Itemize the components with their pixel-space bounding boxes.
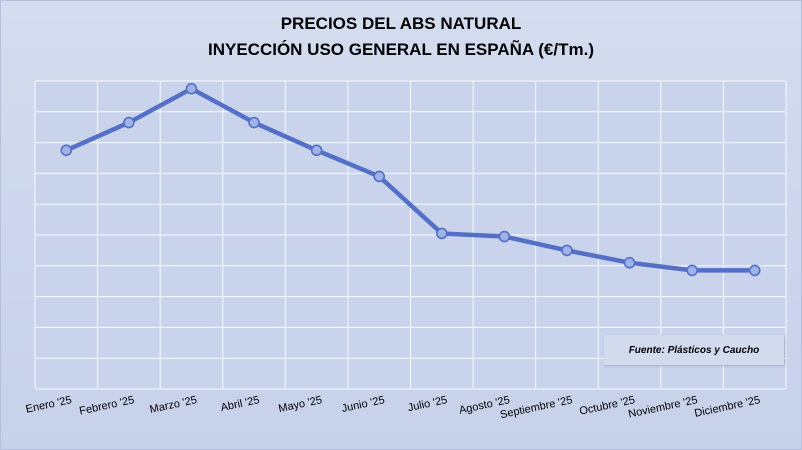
- series-line-group: [64, 86, 757, 273]
- x-tick-label: Febrero '25: [78, 394, 135, 417]
- data-point-9: [561, 244, 573, 257]
- x-axis-tick-labels: Enero '25 Febrero '25 Marzo '25 Abril '25 Ma…: [25, 394, 762, 421]
- x-tick-label: Septiembre '25: [499, 394, 574, 421]
- x-tick-label: Diciembre '25: [693, 394, 761, 420]
- chart-title-line-2: INYECCIÓN USO GENERAL EN ESPAÑA (€/Tm.): [207, 40, 594, 59]
- x-tick-label: Julio '25: [407, 394, 449, 414]
- data-point-11: [686, 264, 698, 277]
- data-point-2: [123, 116, 135, 129]
- x-tick-label: Mayo '25: [277, 394, 323, 415]
- x-tick-label: Enero '25: [25, 394, 73, 415]
- x-tick-label: Abril '25: [220, 394, 261, 414]
- data-point-3: [185, 82, 198, 95]
- x-tick-label: Junio '25: [341, 394, 386, 415]
- data-point-8: [498, 230, 511, 243]
- data-point-12: [748, 264, 761, 277]
- data-point-7: [435, 227, 448, 240]
- data-points: [60, 82, 761, 277]
- chart-title-line-1: PRECIOS DEL ABS NATURAL: [280, 14, 522, 33]
- series-line: [64, 86, 757, 273]
- data-point-6: [373, 170, 386, 183]
- x-tick-label: Noviembre '25: [627, 394, 699, 420]
- x-tick-label: Marzo '25: [149, 394, 198, 416]
- data-point-1: [60, 144, 73, 157]
- data-point-4: [248, 116, 260, 129]
- source-note-text: Fuente: Plásticos y Caucho: [628, 344, 760, 356]
- chart-title: PRECIOS DEL ABS NATURAL INYECCIÓN USO GE…: [1, 11, 801, 63]
- source-note: Fuente: Plásticos y Caucho: [604, 335, 784, 365]
- data-point-5: [310, 144, 323, 157]
- data-point-10: [623, 256, 636, 269]
